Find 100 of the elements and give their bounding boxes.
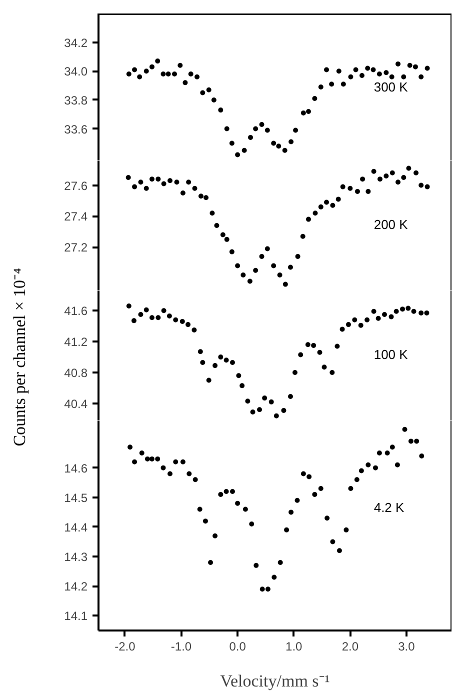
point xyxy=(360,176,366,182)
point xyxy=(330,202,336,208)
point xyxy=(192,186,198,191)
point xyxy=(155,58,160,64)
point xyxy=(220,232,226,238)
point xyxy=(312,210,318,216)
point xyxy=(168,471,172,476)
point xyxy=(336,548,342,554)
point xyxy=(247,278,252,284)
point xyxy=(156,176,161,182)
point xyxy=(137,74,142,80)
point xyxy=(186,322,191,328)
point xyxy=(414,438,420,444)
point xyxy=(336,196,341,202)
point xyxy=(178,62,183,68)
point xyxy=(281,408,286,413)
point xyxy=(305,342,310,348)
point xyxy=(324,200,330,205)
point xyxy=(424,66,430,71)
y-tick-label: 34.2 xyxy=(64,36,88,50)
point xyxy=(202,518,208,524)
point xyxy=(161,181,166,186)
point xyxy=(268,399,274,404)
y-tick-label: 14.2 xyxy=(64,580,88,594)
point xyxy=(322,364,327,370)
point xyxy=(329,82,334,87)
point xyxy=(376,72,382,77)
point xyxy=(186,180,192,185)
point xyxy=(384,173,389,178)
point xyxy=(274,413,279,418)
point xyxy=(160,465,166,470)
series-label: 200 K xyxy=(374,217,408,232)
point xyxy=(214,223,220,228)
point xyxy=(229,140,234,146)
point xyxy=(348,486,354,492)
point xyxy=(224,488,229,494)
point xyxy=(235,500,240,506)
point xyxy=(250,409,256,414)
point xyxy=(126,303,132,308)
point xyxy=(311,342,316,348)
point xyxy=(284,527,290,532)
point xyxy=(149,176,154,182)
point xyxy=(376,316,381,321)
point xyxy=(174,180,180,185)
point xyxy=(224,236,230,242)
point xyxy=(197,506,202,512)
point xyxy=(276,144,282,149)
y-axis-title: Counts per channel × 10⁻⁴ xyxy=(8,267,30,448)
y-tick-label: 33.6 xyxy=(64,122,88,136)
point xyxy=(186,471,192,476)
point xyxy=(224,358,229,363)
point xyxy=(254,562,259,568)
point xyxy=(259,122,264,127)
x-tick-label: -1.0 xyxy=(170,640,192,654)
point xyxy=(370,67,376,72)
point xyxy=(366,462,371,468)
point xyxy=(144,186,149,191)
point xyxy=(278,560,283,565)
point xyxy=(298,352,304,358)
x-tick-label: 3.0 xyxy=(398,640,416,654)
point xyxy=(272,574,277,580)
point xyxy=(180,318,185,324)
point xyxy=(312,492,318,497)
point xyxy=(235,263,240,268)
point xyxy=(132,184,138,190)
point xyxy=(406,306,411,311)
series-label: 4.2 K xyxy=(374,500,405,515)
point xyxy=(344,527,349,532)
point xyxy=(166,314,172,319)
point xyxy=(242,148,247,153)
point xyxy=(394,462,400,468)
series-label: 100 K xyxy=(374,347,408,362)
point xyxy=(306,109,311,114)
point xyxy=(198,349,203,354)
point xyxy=(317,350,322,355)
point xyxy=(211,97,216,102)
point xyxy=(282,282,288,287)
x-axis-title: Velocity/mm s⁻¹ xyxy=(220,672,330,690)
point xyxy=(264,246,270,252)
point xyxy=(318,204,324,210)
point xyxy=(411,308,416,314)
y-tick-label: 14.5 xyxy=(64,490,88,505)
point xyxy=(249,522,254,527)
point xyxy=(198,194,204,199)
point xyxy=(288,394,293,400)
y-tick-label: 41.6 xyxy=(64,304,88,318)
point xyxy=(418,74,424,80)
point xyxy=(412,64,418,70)
point xyxy=(192,477,198,482)
y-tick-label: 14.3 xyxy=(64,550,88,564)
point xyxy=(160,72,166,77)
point xyxy=(144,456,150,462)
point xyxy=(358,468,364,474)
point xyxy=(230,488,235,494)
point xyxy=(384,450,390,456)
point xyxy=(218,108,224,113)
point xyxy=(388,314,394,320)
point xyxy=(336,68,342,74)
point xyxy=(406,166,412,171)
point xyxy=(372,465,378,470)
